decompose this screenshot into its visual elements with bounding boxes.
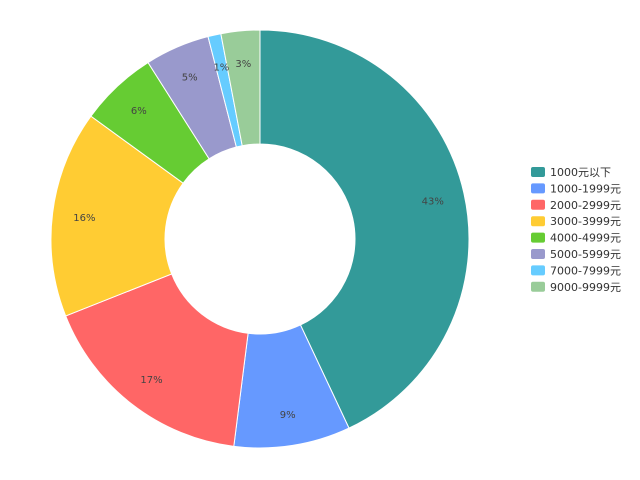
slice-percent-label: 6% <box>131 106 147 117</box>
legend-swatch <box>531 232 545 243</box>
slice-percent-label: 17% <box>140 375 162 386</box>
slice-percent-label: 16% <box>73 213 95 224</box>
pie-slice <box>65 273 249 447</box>
legend-swatch <box>531 167 545 177</box>
legend-swatch <box>531 249 545 259</box>
legend-item[interactable]: 1000-1999元 <box>531 182 621 195</box>
legend-item[interactable]: 4000-4999元 <box>531 232 621 245</box>
legend-item[interactable]: 2000-2999元 <box>531 199 621 212</box>
legend-item[interactable]: 9000-9999元 <box>531 281 621 294</box>
slice-percent-label: 5% <box>182 73 198 84</box>
pie-slice <box>220 29 261 147</box>
slice-percent-label: 43% <box>422 196 444 207</box>
slice-labels-group: 43% 9% 17% 16% 6% 5% 1% 3% <box>73 59 444 421</box>
legend-swatch <box>531 199 545 210</box>
legend-item[interactable]: 3000-3999元 <box>531 215 621 228</box>
legend-item[interactable]: 7000-7999元 <box>531 264 621 277</box>
legend-label: 7000-7999元 <box>550 264 621 277</box>
legend-label: 9000-9999元 <box>550 281 621 294</box>
pie-slice <box>259 29 470 429</box>
legend-swatch <box>531 281 545 292</box>
legend-label: 1000-1999元 <box>550 182 621 195</box>
legend-label: 4000-4999元 <box>550 232 621 245</box>
legend: 1000元以下 1000-1999元 2000-2999元 3000-3999元 400… <box>531 166 621 294</box>
legend-label: 2000-2999元 <box>550 199 621 212</box>
legend-swatch <box>531 216 545 227</box>
legend-item[interactable]: 5000-5999元 <box>531 248 621 261</box>
pie-slice <box>50 115 184 317</box>
legend-label: 5000-5999元 <box>550 248 621 261</box>
legend-swatch <box>531 183 545 194</box>
legend-item[interactable]: 1000元以下 <box>531 166 611 179</box>
slices-group <box>50 29 470 449</box>
legend-label: 1000元以下 <box>550 166 611 179</box>
legend-swatch <box>531 265 545 276</box>
slice-percent-label: 1% <box>213 62 229 73</box>
slice-percent-label: 9% <box>280 410 296 421</box>
legend-label: 3000-3999元 <box>550 215 621 228</box>
slice-percent-label: 3% <box>235 59 251 70</box>
